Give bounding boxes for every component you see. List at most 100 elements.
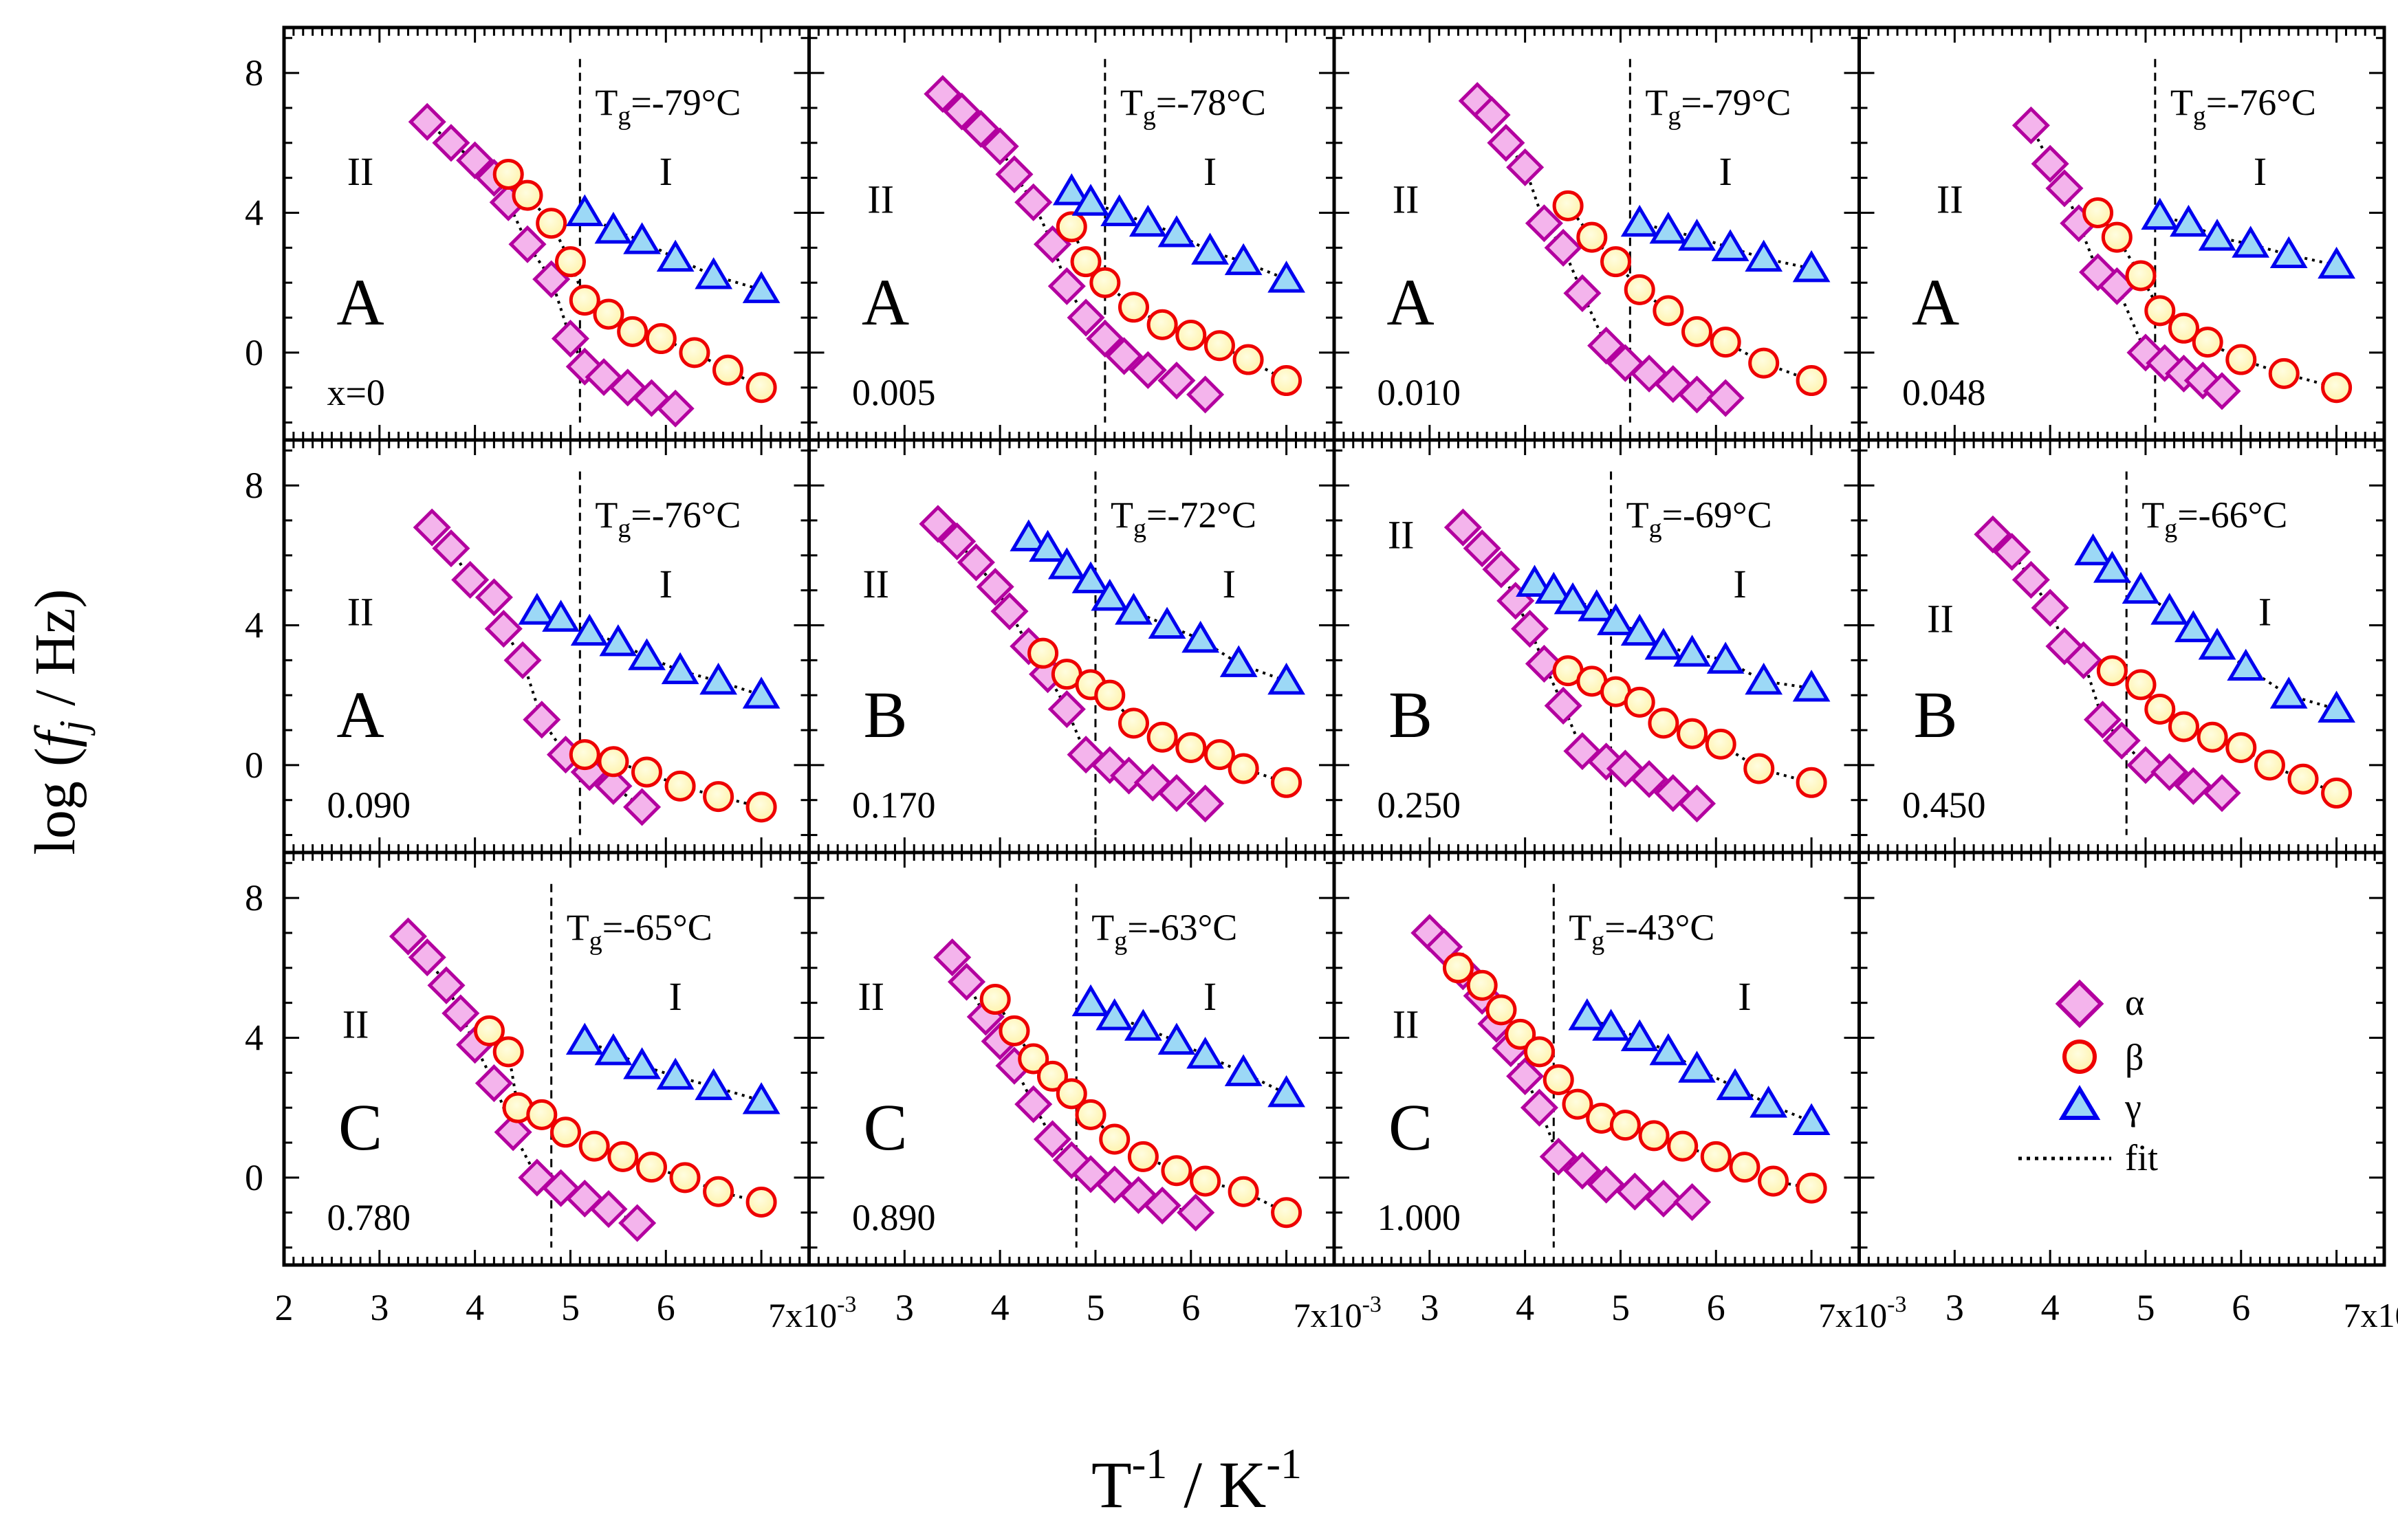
gamma-point [623, 222, 661, 254]
region-I-label: I [2254, 149, 2267, 194]
x-tick-label: 7x10-3 [1294, 1292, 1382, 1334]
gamma-point [1071, 561, 1110, 593]
region-I-label: I [1223, 562, 1236, 606]
tg-label-value: =-69°C [1662, 494, 1772, 536]
gamma-point [1100, 194, 1139, 226]
x-tick-label-main: 7x10 [768, 1296, 837, 1334]
region-I-label: I [668, 974, 682, 1019]
region-I-label: I [660, 149, 673, 194]
beta-point [2197, 721, 2228, 753]
panel-grid [282, 25, 2386, 1267]
gamma-point [1267, 261, 1305, 293]
gamma-point [1568, 998, 1606, 1031]
legend-fit-label: fit [2125, 1137, 2158, 1178]
beta-point [1681, 316, 1713, 347]
alpha-point [2174, 767, 2212, 805]
alpha-point [1014, 183, 1053, 221]
gamma-point [2150, 593, 2189, 625]
alpha-point [2102, 721, 2141, 760]
beta-point [631, 756, 663, 788]
gamma-point [1673, 635, 1711, 667]
beta-point [1796, 1172, 1827, 1204]
gamma-point [1157, 215, 1196, 248]
sample-letter: A [336, 678, 384, 751]
beta-point [1070, 246, 1102, 278]
gamma-point [1678, 1050, 1716, 1083]
alpha-point [1067, 298, 1105, 337]
tg-label-value: =-65°C [602, 907, 712, 948]
gamma-point [1678, 219, 1716, 251]
beta-point [512, 179, 543, 211]
alpha-point [432, 124, 470, 162]
x-tick-label: 3 [370, 1287, 389, 1328]
beta-point [536, 208, 567, 239]
beta-point [1094, 679, 1126, 711]
sample-letter: B [864, 678, 908, 751]
gamma-point [1148, 606, 1186, 639]
alpha-point [1506, 1057, 1545, 1095]
region-II-label: II [1388, 513, 1415, 558]
beta-point [664, 770, 696, 802]
gamma-point [699, 662, 737, 695]
alpha-point [2203, 774, 2241, 813]
beta-point [2225, 344, 2257, 375]
gamma-point [1071, 984, 1110, 1017]
alpha-point [1086, 320, 1124, 358]
alpha-point [1047, 267, 1086, 305]
beta-point [2082, 197, 2114, 228]
tg-label-T: T [2170, 82, 2193, 123]
tg-label-value: =-63°C [1127, 907, 1237, 948]
beta-point [645, 323, 677, 355]
tg-label-sub: g [1668, 102, 1681, 131]
alpha-point [408, 102, 446, 141]
beta-point [1232, 344, 1264, 375]
beta-point [1056, 1078, 1087, 1110]
alpha-point [475, 1064, 513, 1103]
tg-label: Tg=-79°C [1645, 82, 1791, 131]
gamma-point [570, 613, 609, 646]
beta-point [1175, 319, 1207, 351]
tg-label-sub: g [1114, 927, 1127, 956]
x-tick-label-exp: -3 [1887, 1292, 1906, 1317]
beta-point [526, 1099, 558, 1130]
region-I-label: I [1733, 562, 1746, 606]
beta-point [1552, 190, 1584, 221]
alpha-point [1563, 274, 1602, 312]
alpha-point [551, 320, 589, 358]
beta-point [1758, 1165, 1789, 1197]
beta-point [1203, 739, 1235, 771]
beta-point [569, 739, 600, 771]
beta-point [2321, 372, 2353, 404]
x-tick-label: 6 [657, 1287, 675, 1328]
tg-label-sub: g [1649, 514, 1662, 543]
tg-label-T: T [1626, 494, 1649, 536]
alpha-point [1472, 96, 1511, 134]
alpha-point [1539, 1137, 1578, 1176]
region-I-label: I [660, 562, 673, 606]
beta-point [1576, 221, 1608, 253]
beta-point [1228, 1176, 1259, 1207]
beta-point [979, 984, 1011, 1015]
fit-line-alpha [1428, 932, 1692, 1204]
gamma-point [1010, 519, 1048, 551]
x-tick-label: 2 [275, 1287, 294, 1328]
beta-point [745, 791, 777, 823]
tg-label: Tg=-76°C [2170, 82, 2316, 131]
beta-point [635, 1152, 667, 1183]
region-II-label: II [862, 562, 889, 606]
gamma-point [1115, 593, 1153, 625]
alpha-point [981, 127, 1019, 166]
beta-point [1442, 952, 1474, 984]
gamma-point [1181, 620, 1220, 653]
gamma-point [542, 600, 580, 632]
beta-point [1485, 994, 1517, 1026]
legend-alpha: α [2055, 979, 2144, 1028]
legend-gamma: γ [2058, 1085, 2141, 1128]
alpha-point [990, 592, 1029, 630]
beta-point [1271, 767, 1302, 798]
gamma-point [695, 1068, 733, 1101]
gamma-point [1620, 204, 1659, 237]
composition-label: 0.090 [327, 784, 410, 826]
